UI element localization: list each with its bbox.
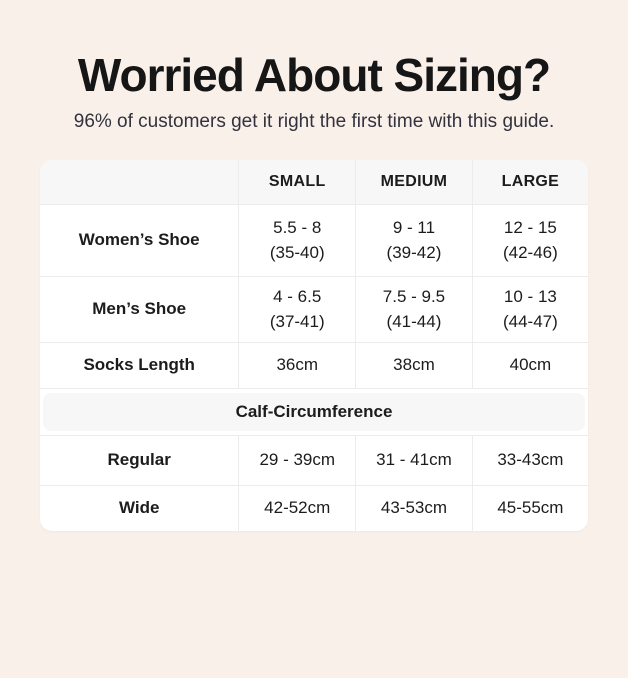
cell-socks-medium: 38cm (355, 342, 472, 388)
cell-wide-large: 45-55cm (471, 485, 588, 531)
table-row-regular: Regular 29 - 39cm 31 - 41cm 33-43cm (40, 434, 588, 485)
table-row-socks-length: Socks Length 36cm 38cm 40cm (40, 341, 588, 388)
table-section-row-calf: Calf-Circumference (40, 387, 588, 435)
cell-mens-small: 4 - 6.5 (37-41) (238, 276, 355, 342)
row-label-womens-shoe: Women’s Shoe (78, 230, 200, 250)
page-title: Worried About Sizing? (77, 49, 551, 101)
cell-wide-small: 42-52cm (238, 485, 355, 531)
row-label-regular: Regular (107, 450, 171, 470)
section-header-calf-circumference: Calf-Circumference (43, 392, 585, 431)
table-row-wide: Wide 42-52cm 43-53cm 45-55cm (40, 484, 588, 531)
cell-wide-medium: 43-53cm (355, 485, 472, 531)
column-header-large: LARGE (471, 159, 588, 204)
row-label-mens-shoe: Men’s Shoe (92, 299, 187, 319)
column-header-small: SMALL (238, 159, 355, 204)
row-label-wide: Wide (118, 498, 160, 518)
cell-regular-medium: 31 - 41cm (355, 435, 472, 485)
cell-socks-small: 36cm (238, 342, 355, 388)
cell-socks-large: 40cm (471, 342, 588, 388)
row-label-socks-length: Socks Length (83, 355, 195, 375)
size-guide-table: SMALL MEDIUM LARGE Women’s Shoe 5.5 - 8 … (40, 159, 588, 531)
cell-mens-large: 10 - 13 (44-47) (471, 276, 588, 342)
column-header-medium: MEDIUM (355, 159, 472, 204)
table-header-row: SMALL MEDIUM LARGE (40, 159, 588, 204)
corner-cell (40, 160, 238, 204)
cell-regular-small: 29 - 39cm (238, 435, 355, 485)
cell-mens-medium: 7.5 - 9.5 (41-44) (355, 276, 472, 342)
cell-womens-small: 5.5 - 8 (35-40) (238, 204, 355, 276)
cell-regular-large: 33-43cm (471, 435, 588, 485)
table-row-womens-shoe: Women’s Shoe 5.5 - 8 (35-40) 9 - 11 (39-… (40, 203, 588, 276)
page-subtitle: 96% of customers get it right the first … (73, 110, 555, 132)
cell-womens-medium: 9 - 11 (39-42) (355, 204, 472, 276)
cell-womens-large: 12 - 15 (42-46) (471, 204, 588, 276)
table-row-mens-shoe: Men’s Shoe 4 - 6.5 (37-41) 7.5 - 9.5 (41… (40, 275, 588, 342)
